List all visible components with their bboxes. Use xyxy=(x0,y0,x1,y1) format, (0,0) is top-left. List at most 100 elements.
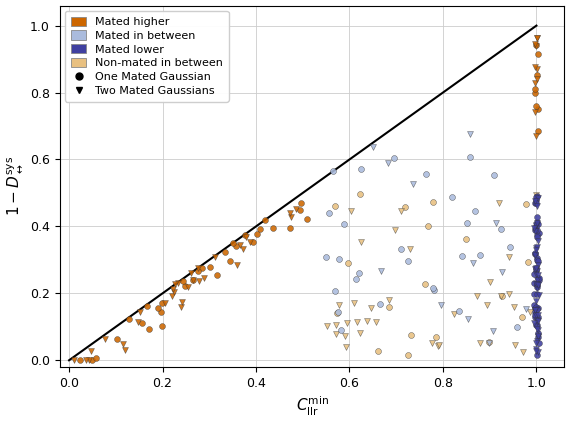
Point xyxy=(513,324,522,331)
Point xyxy=(461,236,470,243)
Point xyxy=(177,304,186,310)
Point xyxy=(246,239,255,245)
Point xyxy=(532,103,541,110)
Point xyxy=(168,293,177,299)
Point xyxy=(504,291,514,298)
Point xyxy=(533,244,542,251)
Point xyxy=(532,321,541,328)
Point xyxy=(334,302,343,309)
Point xyxy=(332,330,341,337)
Point xyxy=(534,274,543,281)
Point xyxy=(160,299,169,306)
Point xyxy=(532,346,541,353)
Point xyxy=(530,309,539,316)
Point xyxy=(534,304,543,311)
Point xyxy=(198,265,207,272)
Point xyxy=(133,318,142,325)
Point xyxy=(170,289,179,296)
Point xyxy=(530,200,539,206)
Point xyxy=(248,238,257,245)
Point xyxy=(70,357,79,364)
Point xyxy=(534,291,543,298)
Point xyxy=(533,271,542,278)
Point xyxy=(475,340,484,347)
Point xyxy=(531,312,540,318)
Point xyxy=(534,275,543,282)
Point xyxy=(241,231,250,238)
Point xyxy=(473,293,482,299)
Point xyxy=(532,223,541,229)
Point xyxy=(533,352,542,359)
Point xyxy=(484,339,494,346)
Point xyxy=(462,220,471,226)
Point xyxy=(390,155,399,162)
Point xyxy=(534,282,543,288)
Point xyxy=(533,330,542,337)
Point xyxy=(437,302,446,309)
Point xyxy=(533,257,542,264)
Point xyxy=(533,317,542,324)
Point xyxy=(532,66,541,73)
Point xyxy=(229,240,238,247)
Point xyxy=(532,298,541,304)
Point xyxy=(530,301,539,308)
Point xyxy=(181,283,190,290)
Point xyxy=(491,219,500,226)
Point xyxy=(138,320,147,327)
Point xyxy=(458,252,467,259)
Point xyxy=(531,251,540,257)
Point xyxy=(101,336,110,343)
Point xyxy=(532,254,541,261)
Point xyxy=(194,268,203,274)
Point xyxy=(177,298,186,305)
Point xyxy=(350,300,359,307)
Point xyxy=(174,280,183,287)
X-axis label: $C_{\mathrm{llr}}^{\mathrm{min}}$: $C_{\mathrm{llr}}^{\mathrm{min}}$ xyxy=(296,395,328,418)
Point xyxy=(534,311,543,318)
Point xyxy=(496,293,506,299)
Point xyxy=(532,192,541,199)
Point xyxy=(534,237,543,244)
Point xyxy=(355,270,364,277)
Point xyxy=(506,243,515,250)
Point xyxy=(532,42,541,48)
Point xyxy=(532,42,541,49)
Point xyxy=(532,339,541,346)
Point xyxy=(531,280,540,287)
Point xyxy=(431,334,441,340)
Point xyxy=(112,336,121,343)
Point xyxy=(533,219,542,226)
Point xyxy=(531,40,540,47)
Point xyxy=(532,192,541,199)
Point xyxy=(521,201,530,207)
Point xyxy=(533,202,542,209)
Point xyxy=(465,153,474,160)
Point xyxy=(331,288,340,295)
Point xyxy=(530,224,539,231)
Point xyxy=(232,262,241,269)
Point xyxy=(226,257,235,264)
Point xyxy=(532,282,541,288)
Point xyxy=(533,280,542,287)
Y-axis label: $1 - D_{\leftrightarrow}^{\mathrm{sys}}$: $1 - D_{\leftrightarrow}^{\mathrm{sys}}$ xyxy=(6,156,25,216)
Point xyxy=(533,34,542,41)
Point xyxy=(375,301,384,307)
Point xyxy=(342,319,351,326)
Point xyxy=(296,206,305,213)
Point xyxy=(85,357,94,364)
Point xyxy=(206,263,215,270)
Point xyxy=(489,171,498,178)
Point xyxy=(409,181,418,187)
Point xyxy=(530,198,539,204)
Point xyxy=(297,200,306,207)
Point xyxy=(429,198,438,205)
Point xyxy=(532,284,541,290)
Point xyxy=(468,259,477,266)
Point xyxy=(482,301,491,308)
Point xyxy=(171,281,180,288)
Point xyxy=(485,278,494,285)
Point xyxy=(531,307,540,313)
Point xyxy=(534,230,543,237)
Point xyxy=(188,277,197,284)
Point xyxy=(369,144,378,151)
